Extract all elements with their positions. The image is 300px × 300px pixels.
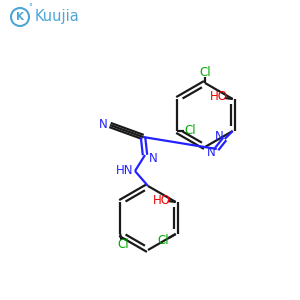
Text: N: N	[207, 146, 216, 160]
Text: HN: HN	[116, 164, 134, 176]
Text: HO: HO	[210, 91, 228, 103]
Text: K: K	[16, 12, 24, 22]
Text: Kuujia: Kuujia	[34, 10, 80, 25]
Text: N: N	[99, 118, 107, 130]
Text: °: °	[28, 4, 32, 13]
Text: N: N	[148, 152, 158, 164]
Text: N: N	[215, 130, 224, 143]
Text: Cl: Cl	[118, 238, 129, 250]
Text: Cl: Cl	[199, 67, 211, 80]
Text: Cl: Cl	[184, 124, 196, 137]
Text: HO: HO	[153, 194, 171, 206]
Text: Cl: Cl	[157, 233, 169, 247]
